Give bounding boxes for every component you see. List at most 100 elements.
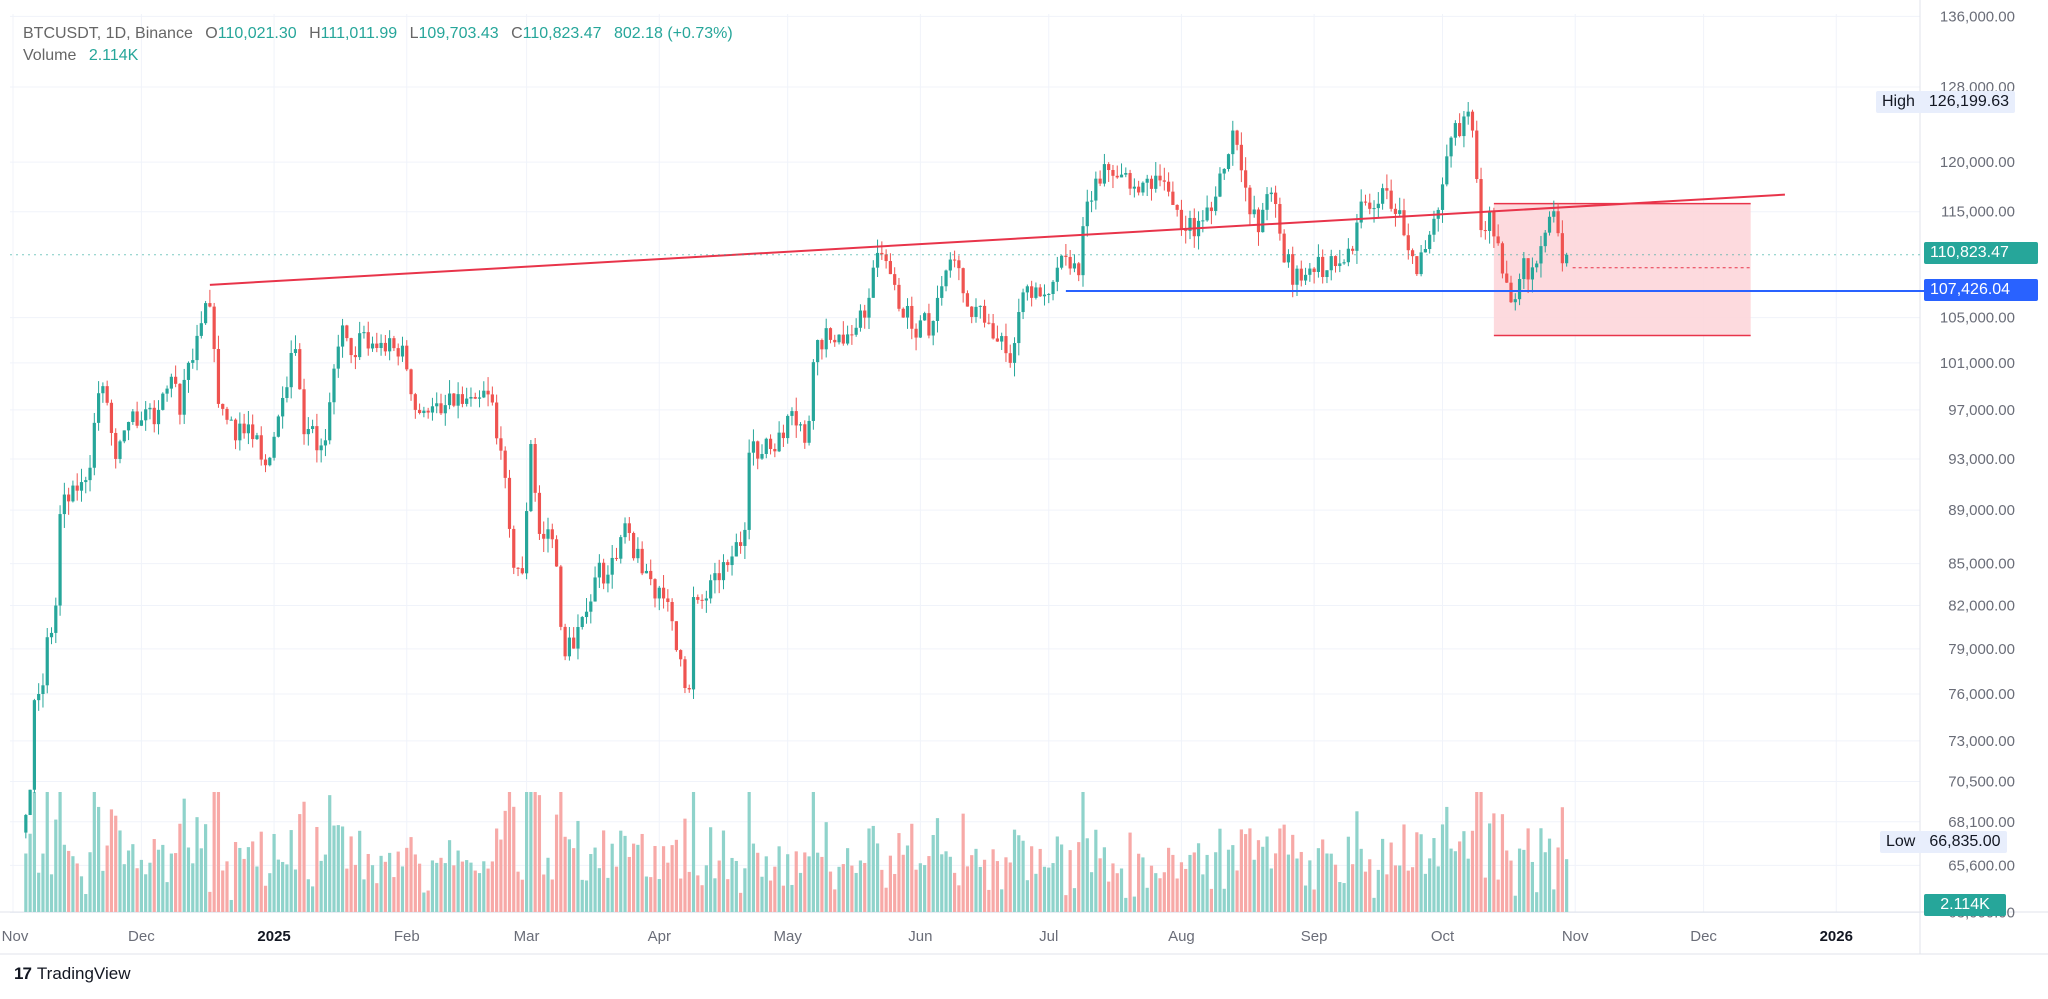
candle-body xyxy=(1308,268,1312,275)
candle-body xyxy=(315,426,319,451)
candle-body xyxy=(473,396,477,399)
volume-bar xyxy=(790,884,794,912)
volume-bar xyxy=(700,885,704,912)
candle-body xyxy=(1398,210,1402,214)
volume-bar xyxy=(383,861,387,912)
volume-bar xyxy=(1154,873,1158,912)
volume-bar xyxy=(533,792,537,912)
volume-bar xyxy=(811,792,815,912)
volume-bar xyxy=(1214,852,1218,912)
volume-bar xyxy=(71,856,75,912)
candle-body xyxy=(452,393,456,406)
volume-bar xyxy=(1115,873,1119,912)
candle-body xyxy=(627,523,631,534)
candle-body xyxy=(482,390,486,398)
volume-bar xyxy=(1081,792,1085,912)
volume-bar xyxy=(803,852,807,912)
candle-body xyxy=(602,562,606,584)
candle-body xyxy=(383,342,387,352)
volume-bar xyxy=(824,822,828,912)
candle-body xyxy=(1256,209,1261,233)
volume-bar xyxy=(1325,853,1329,912)
candle-body xyxy=(884,254,888,262)
candle-body xyxy=(1410,250,1415,257)
volume-bar xyxy=(169,853,173,912)
volume-bar xyxy=(978,866,982,912)
volume-bar xyxy=(1291,834,1295,912)
candle-body xyxy=(1000,336,1004,342)
volume-bar xyxy=(537,795,542,912)
candle-body xyxy=(289,353,293,388)
candle-body xyxy=(1008,353,1012,363)
volume-bar xyxy=(807,856,811,912)
candlesticks xyxy=(24,102,1569,839)
candle-body xyxy=(1188,217,1192,231)
candle-body xyxy=(1393,208,1398,214)
volume-bar xyxy=(186,847,191,912)
candle-body xyxy=(161,393,165,410)
candle-body xyxy=(1483,230,1487,232)
candle-body xyxy=(1042,294,1047,297)
low-label: L xyxy=(409,25,419,42)
candle-body xyxy=(1068,256,1072,269)
volume-bar xyxy=(768,880,773,912)
volume-tag: 2.114K xyxy=(1924,894,2006,916)
volume-bar xyxy=(1355,811,1359,912)
volume-bar xyxy=(721,830,726,912)
candle-body xyxy=(396,348,400,357)
candle-body xyxy=(1299,268,1303,281)
candle-body xyxy=(255,435,259,440)
candle-body xyxy=(366,332,370,349)
candle-body xyxy=(1372,208,1376,210)
candle-body xyxy=(923,313,927,321)
volume-bar xyxy=(49,874,54,912)
volume-bar xyxy=(370,865,375,912)
symbol-label[interactable]: BTCUSDT, 1D, Binance xyxy=(23,25,193,42)
candle-body xyxy=(1051,281,1055,295)
candle-body xyxy=(58,514,62,606)
volume-bar xyxy=(713,878,717,912)
volume-bar xyxy=(1543,852,1547,912)
candle-body xyxy=(978,305,982,307)
volume-label[interactable]: Volume xyxy=(23,47,77,64)
candle-body xyxy=(418,409,422,414)
volume-bar xyxy=(1509,860,1513,912)
candle-body xyxy=(619,537,623,559)
candle-body xyxy=(683,659,687,689)
volume-bar xyxy=(1513,895,1517,912)
candle-body xyxy=(961,268,965,294)
volume-bar xyxy=(1316,848,1320,912)
candle-body xyxy=(306,429,310,435)
price-tick-label: 115,000.00 xyxy=(1941,204,2015,221)
candle-body xyxy=(1355,222,1359,251)
volume-bar xyxy=(649,877,653,912)
volume-bar xyxy=(1526,828,1530,912)
price-tick-label: 85,000.00 xyxy=(1948,556,2015,573)
volume-bar xyxy=(1453,851,1457,912)
volume-bar xyxy=(1231,845,1235,912)
volume-bar xyxy=(1278,828,1282,912)
volume-bar xyxy=(1466,858,1470,912)
candle-body xyxy=(54,605,58,633)
candle-body xyxy=(773,448,777,452)
volume-bar xyxy=(1265,836,1269,912)
candle-body xyxy=(1535,263,1539,268)
candle-body xyxy=(1030,286,1034,298)
volume-bar xyxy=(1329,853,1333,912)
volume-bar xyxy=(982,859,987,912)
volume-bar xyxy=(1068,850,1072,912)
volume-bar xyxy=(1274,853,1278,912)
tradingview-logo[interactable]: 17 TradingView xyxy=(14,964,130,984)
candle-body xyxy=(79,482,84,491)
volume-bar xyxy=(1462,831,1466,912)
drawn-lines xyxy=(10,193,1924,293)
candle-body xyxy=(1017,312,1021,344)
open-label: O xyxy=(205,25,218,42)
candle-body xyxy=(392,338,396,349)
volume-bar xyxy=(1145,887,1149,912)
candle-body xyxy=(1274,192,1278,205)
time-tick-label: May xyxy=(774,928,803,945)
candle-body xyxy=(1261,209,1265,233)
candle-body xyxy=(1218,173,1222,197)
